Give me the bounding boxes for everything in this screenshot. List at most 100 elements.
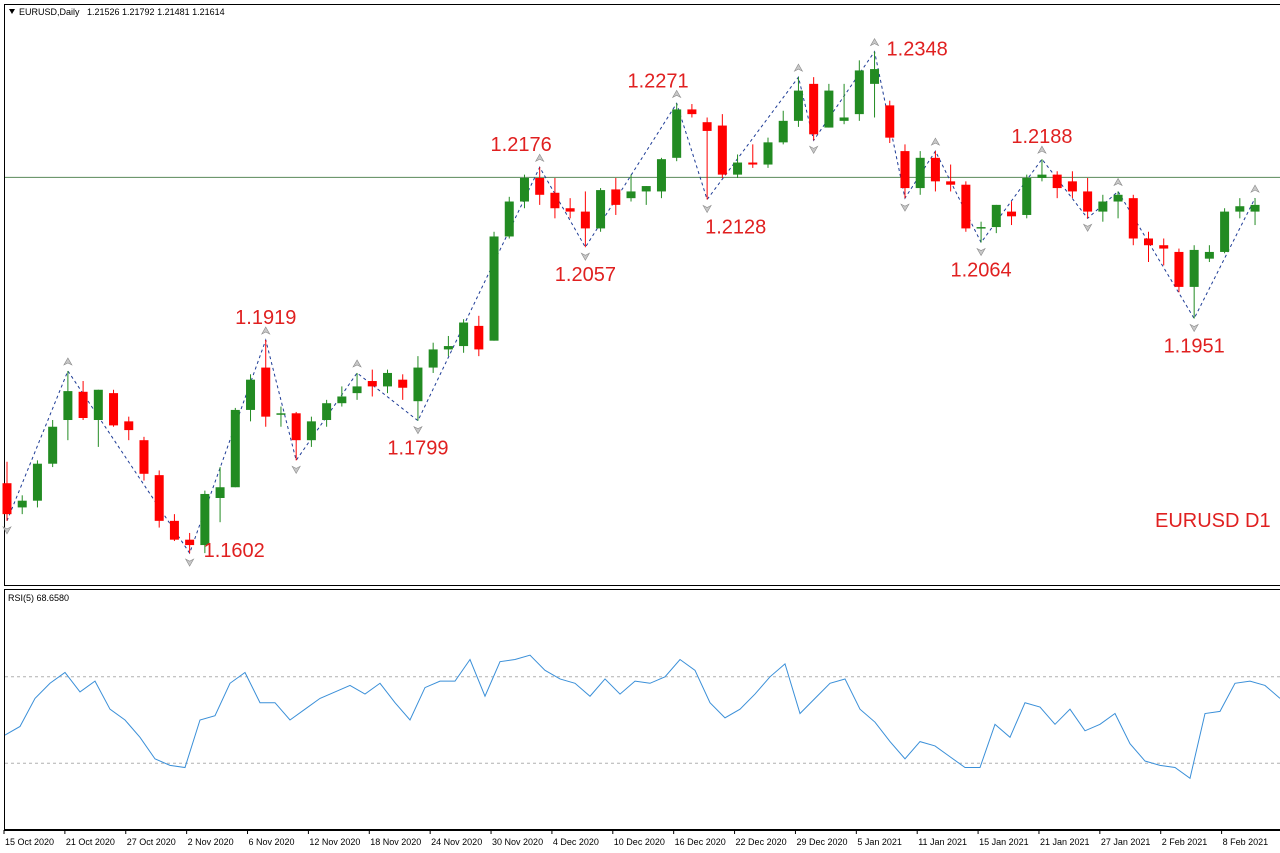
candle	[1250, 198, 1260, 226]
candle	[291, 411, 301, 461]
candle-body	[489, 236, 499, 341]
candle-body	[1220, 211, 1230, 252]
fractal-down-arrow-icon	[1189, 323, 1199, 333]
candle-body	[443, 346, 453, 350]
candle	[702, 117, 712, 200]
fractal-down-arrow-icon	[702, 204, 712, 214]
candle	[443, 335, 453, 357]
candle	[124, 416, 134, 441]
candle-body	[885, 105, 895, 138]
candle-body	[809, 83, 819, 135]
candle-body	[793, 90, 803, 121]
candle	[276, 406, 286, 427]
fractal-down-arrow-icon	[580, 252, 591, 261]
candle-body	[641, 186, 651, 192]
candle	[778, 110, 788, 145]
candle	[63, 370, 73, 441]
candle-body	[672, 109, 682, 158]
rsi-series-line	[4, 654, 1280, 780]
candle-body	[1204, 251, 1214, 259]
candle-body	[839, 117, 849, 121]
fractal-up-arrow-icon	[671, 89, 682, 99]
date-tick-label: 15 Oct 2020	[5, 837, 54, 847]
candle-body	[352, 386, 362, 394]
candle-body	[474, 325, 484, 350]
candle-body	[915, 157, 925, 189]
candle	[611, 177, 621, 215]
candle-body	[109, 393, 119, 426]
price-panel-border	[4, 4, 1280, 586]
date-tick-label: 21 Oct 2020	[66, 837, 115, 847]
candle-body	[656, 159, 666, 192]
candle	[154, 470, 164, 528]
candle	[596, 188, 606, 232]
candle-body	[32, 463, 42, 501]
candle-body	[291, 413, 301, 441]
candle-body	[763, 142, 773, 165]
candle-body	[154, 475, 164, 521]
fractal-down-arrow-icon	[413, 425, 423, 435]
candle	[550, 177, 560, 219]
candle	[565, 198, 575, 219]
candle-body	[870, 69, 880, 84]
candle-body	[169, 520, 179, 540]
candle-body	[565, 208, 575, 212]
swing-price-label: 1.2271	[628, 70, 689, 92]
candle	[580, 191, 590, 248]
candle-body	[383, 372, 392, 387]
date-tick-label: 27 Oct 2020	[127, 837, 176, 847]
candle-body	[702, 122, 712, 131]
candle-body	[854, 70, 864, 115]
fractal-down-arrow-icon	[1082, 223, 1093, 232]
candle	[1022, 174, 1032, 219]
fractal-up-arrow-icon	[63, 357, 73, 366]
candle	[169, 514, 179, 542]
fractal-up-arrow-icon	[930, 137, 941, 146]
date-tick-label: 2 Feb 2021	[1162, 837, 1208, 847]
date-tick-label: 22 Dec 2020	[736, 837, 787, 847]
candle-body	[733, 162, 743, 175]
candle-body	[961, 184, 971, 229]
candle	[78, 381, 88, 421]
fractal-down-arrow-icon	[976, 247, 986, 257]
candle	[930, 151, 940, 192]
candle	[1159, 238, 1169, 266]
candle-body	[246, 379, 256, 410]
candle	[1144, 231, 1153, 263]
date-tick-label: 16 Dec 2020	[675, 837, 726, 847]
candle	[352, 372, 362, 400]
date-tick-label: 21 Jan 2021	[1040, 837, 1090, 847]
candle	[976, 221, 986, 243]
candle	[322, 399, 332, 427]
candle-body	[93, 389, 103, 421]
candle-body	[17, 500, 27, 508]
candle-body	[413, 367, 423, 402]
candle	[672, 103, 682, 162]
candle	[246, 374, 256, 422]
candle	[1037, 159, 1047, 182]
date-tick-label: 24 Nov 2020	[431, 837, 482, 847]
candle	[367, 369, 377, 397]
candle	[48, 420, 58, 468]
candle	[1113, 191, 1123, 219]
collapse-triangle-icon[interactable]	[9, 9, 15, 14]
candle-body	[611, 189, 621, 205]
swing-price-label: 1.1919	[235, 307, 296, 329]
rsi-panel-border	[4, 589, 1280, 830]
candle-body	[63, 391, 73, 421]
fractal-down-arrow-icon	[184, 558, 195, 567]
candle-body	[519, 177, 529, 202]
date-tick-label: 2 Nov 2020	[188, 837, 234, 847]
candle-body	[1174, 251, 1184, 287]
candle-body	[428, 349, 438, 368]
date-tick-label: 8 Feb 2021	[1223, 837, 1269, 847]
swing-price-label: 1.2064	[950, 260, 1011, 282]
candle	[641, 186, 651, 205]
candle	[398, 374, 408, 400]
candle	[854, 60, 864, 121]
candle	[428, 342, 438, 373]
candle	[763, 137, 773, 168]
candle-body	[398, 379, 408, 388]
